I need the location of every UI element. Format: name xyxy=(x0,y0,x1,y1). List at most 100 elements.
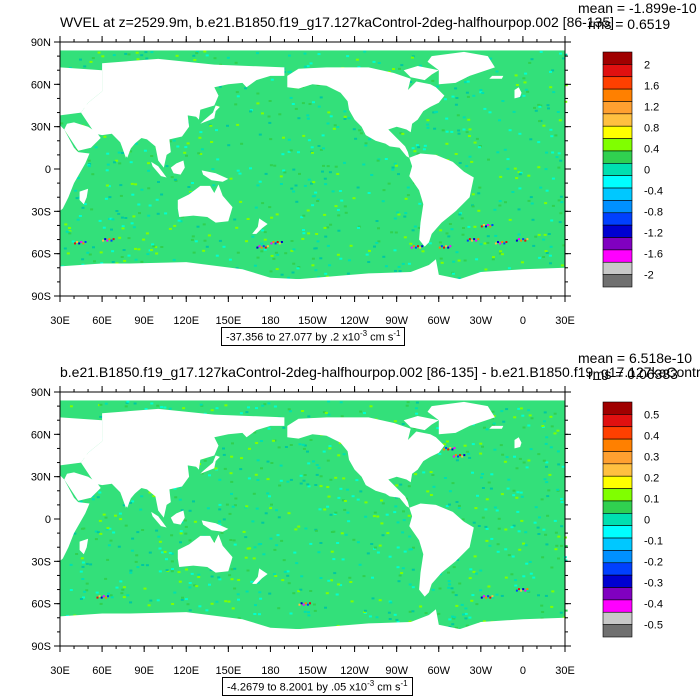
colorbar-swatch xyxy=(602,125,633,139)
field-cell xyxy=(127,53,131,56)
field-cell xyxy=(497,517,501,520)
field-cell xyxy=(131,537,135,540)
field-cell xyxy=(471,205,475,208)
colorbar-label: -1.2 xyxy=(644,228,663,240)
anomaly-cell xyxy=(108,238,111,241)
field-cell xyxy=(228,512,232,515)
anomaly-cell xyxy=(520,589,523,592)
field-cell xyxy=(537,453,541,456)
field-cell xyxy=(485,498,489,501)
field-cell xyxy=(463,444,467,447)
field-cell xyxy=(516,510,520,513)
field-cell xyxy=(474,507,478,510)
anomaly-cell xyxy=(107,595,109,598)
field-cell xyxy=(539,50,543,53)
field-cell xyxy=(405,404,409,407)
field-cell xyxy=(170,534,174,537)
field-cell xyxy=(352,128,356,131)
field-cell xyxy=(324,272,328,275)
field-cell xyxy=(520,495,524,498)
field-cell xyxy=(514,579,517,582)
field-cell xyxy=(143,587,147,590)
field-cell xyxy=(302,229,305,231)
field-cell xyxy=(510,526,514,529)
field-cell xyxy=(527,424,531,427)
field-cell xyxy=(112,531,116,534)
field-cell xyxy=(457,129,461,132)
field-cell xyxy=(347,117,351,120)
field-cell xyxy=(310,182,313,185)
field-cell xyxy=(132,215,136,218)
colorbar-swatch xyxy=(602,513,633,526)
field-cell xyxy=(268,592,272,595)
field-cell xyxy=(534,235,538,238)
field-cell xyxy=(527,174,531,177)
field-cell xyxy=(307,485,311,488)
field-cell xyxy=(464,607,468,610)
field-cell xyxy=(94,530,98,533)
field-cell xyxy=(522,461,526,464)
field-cell xyxy=(134,258,138,261)
sumatra-landmass xyxy=(151,161,167,178)
field-cell xyxy=(311,264,315,267)
field-cell xyxy=(203,459,207,462)
field-cell xyxy=(545,481,549,484)
field-cell xyxy=(275,544,279,547)
field-cell xyxy=(142,238,146,241)
anomaly-cell xyxy=(102,595,105,598)
field-cell xyxy=(261,202,265,205)
anomaly-cell xyxy=(306,603,309,606)
field-cell xyxy=(76,218,80,221)
field-cell xyxy=(251,235,255,238)
field-cell xyxy=(495,70,499,73)
field-cell xyxy=(303,65,307,68)
anomaly-cell xyxy=(489,225,492,228)
field-cell xyxy=(456,114,460,117)
field-cell xyxy=(188,609,192,612)
field-cell xyxy=(245,411,249,414)
field-cell xyxy=(251,520,255,523)
field-cell xyxy=(152,245,156,248)
field-cell xyxy=(562,57,565,60)
field-cell xyxy=(301,443,305,446)
field-cell xyxy=(542,459,546,462)
field-cell xyxy=(106,152,110,155)
field-cell xyxy=(470,160,474,163)
field-cell xyxy=(131,500,135,503)
field-cell xyxy=(409,242,413,245)
field-cell xyxy=(515,467,519,470)
field-cell xyxy=(69,405,73,408)
caspian-sea xyxy=(83,454,94,467)
field-cell xyxy=(413,225,417,228)
field-cell xyxy=(458,162,462,164)
field-cell xyxy=(477,525,481,527)
field-cell xyxy=(96,531,100,534)
field-cell xyxy=(346,488,349,491)
field-cell xyxy=(292,248,296,251)
field-cell xyxy=(481,473,484,475)
field-cell xyxy=(505,456,509,459)
field-cell xyxy=(248,547,252,550)
lat-tick-label: 60S xyxy=(31,599,51,611)
field-cell xyxy=(81,561,85,564)
field-cell xyxy=(182,407,186,410)
field-cell xyxy=(415,401,419,404)
field-cell xyxy=(348,576,352,579)
field-cell xyxy=(322,164,325,167)
field-cell xyxy=(225,503,229,506)
field-cell xyxy=(268,495,271,498)
field-cell xyxy=(296,267,300,270)
field-cell xyxy=(407,514,411,517)
anomaly-cell xyxy=(451,448,454,451)
field-cell xyxy=(147,169,151,172)
field-cell xyxy=(218,478,222,481)
field-cell xyxy=(312,181,316,184)
field-cell xyxy=(323,177,327,180)
lon-tick-label: 0 xyxy=(520,665,526,677)
field-cell xyxy=(79,570,83,573)
field-cell xyxy=(336,173,340,175)
anomaly-cell xyxy=(445,447,448,449)
field-cell xyxy=(286,570,290,573)
field-cell xyxy=(236,123,240,126)
field-cell xyxy=(236,593,240,596)
